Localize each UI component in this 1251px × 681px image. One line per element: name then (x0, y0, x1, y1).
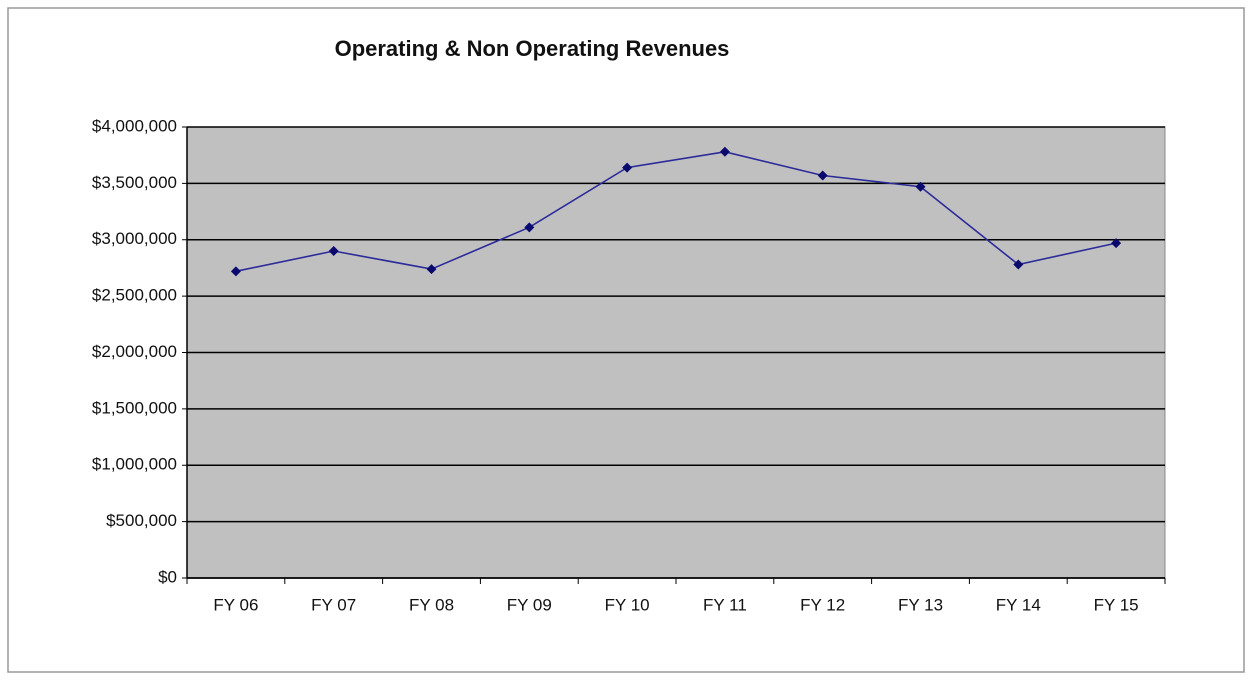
series-line (235, 150, 1117, 273)
y-tick-label: $3,500,000 (92, 173, 177, 192)
marker (719, 146, 730, 157)
marker (817, 170, 828, 181)
x-tick-label: FY 06 (213, 595, 258, 614)
y-tick-label: $2,000,000 (92, 342, 177, 361)
marker (524, 222, 535, 233)
chart-title: Operating & Non Operating Revenues (335, 36, 730, 61)
x-tick-label: FY 12 (800, 595, 845, 614)
marker (230, 266, 241, 277)
marker (622, 162, 633, 173)
marker (426, 264, 437, 275)
marker (915, 181, 926, 192)
x-tick-label: FY 08 (409, 595, 454, 614)
x-tick-label: FY 10 (605, 595, 650, 614)
y-tick-label: $2,500,000 (92, 286, 177, 305)
y-tick-label: $1,500,000 (92, 398, 177, 417)
x-tick-label: FY 13 (898, 595, 943, 614)
x-tick-label: FY 09 (507, 595, 552, 614)
x-tick-label: FY 07 (311, 595, 356, 614)
y-tick-label: $1,000,000 (92, 455, 177, 474)
y-tick-label: $500,000 (106, 511, 177, 530)
y-tick-label: $3,000,000 (92, 229, 177, 248)
marker (328, 246, 339, 257)
marker (1111, 238, 1122, 249)
marker (1013, 259, 1024, 270)
x-tick-label: FY 11 (703, 595, 747, 614)
y-tick-label: $0 (158, 567, 177, 586)
x-tick-label: FY 14 (996, 595, 1041, 614)
x-tick-label: FY 15 (1094, 595, 1139, 614)
y-tick-label: $4,000,000 (92, 116, 177, 135)
